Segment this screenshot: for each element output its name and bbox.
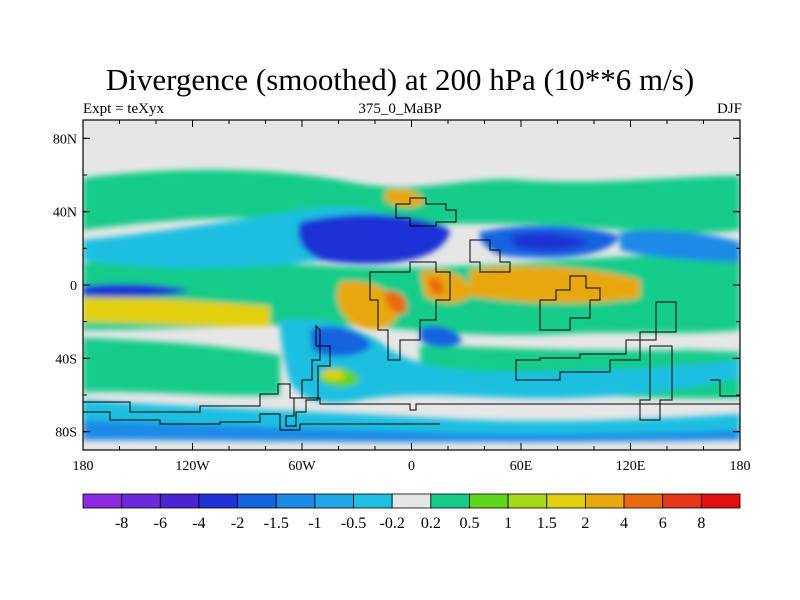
colorbar-label: -1.5 [264,515,289,532]
colorbar-label: -4 [192,515,205,532]
lat-tick-label: 80S [55,426,77,441]
lon-tick-label: 180 [73,459,94,474]
colorbar-box [623,493,664,509]
colorbar-label: 6 [659,515,667,532]
lat-tick-label: 40N [53,206,77,221]
contour-sh-blue-core [310,326,372,357]
colorbar-label: -6 [154,515,167,532]
contour-red-patch-2 [429,277,444,295]
contour-nh-orange [385,189,425,208]
contour-asia-blue-core [510,233,590,251]
coastline-east-pacific [639,345,673,421]
colorbar-box [198,493,238,509]
longitude-axis: 180 120W 60W 0 60E 120E 180 [73,120,751,474]
colorbar-label: -0.2 [380,515,405,532]
season-label: DJF [716,101,742,117]
coastline-maritime [539,275,601,331]
colorbar-box [507,493,548,509]
colorbar-label: 2 [581,515,589,532]
colorbar-label: 1 [504,515,512,532]
contour-tropical-orange [470,266,640,304]
contour-nh-blue-core [298,214,450,265]
colorbar-label: 8 [697,515,705,532]
contour-sh-green [83,338,280,396]
colorbar-label: 1.5 [537,515,557,532]
coastlines [83,197,740,431]
experiment-label: Expt = teXyx [83,101,164,117]
colorbar-label: 4 [620,515,628,532]
colorbar-box [662,493,702,509]
colorbar-box [700,493,741,509]
colorbar-box [159,493,200,509]
divergence-field [83,169,740,442]
colorbar: -8 -6 -4 -2 -1.5 -1 -0.5 -0.2 0.2 0.5 1 1.5 2 4 6 8 [82,493,741,532]
lat-tick-label: 80N [53,132,77,147]
colorbar-box [546,493,586,509]
coastline-asia [469,239,511,273]
contour-south-blue-core [83,420,740,442]
colorbar-label: -2 [231,515,244,532]
lon-tick-label: 120E [616,459,646,474]
colorbar-box [469,493,509,509]
contour-sh-blue-band [280,319,740,403]
contour-sh-blue-core-2 [420,325,462,348]
colorbar-box [82,493,123,509]
lon-tick-label: 180 [730,459,751,474]
colorbar-box [391,493,432,509]
coastline-antarctica [83,383,740,413]
colorbar-label: -0.5 [341,515,366,532]
colorbar-label: 0.5 [459,515,479,532]
coastline-east-island [710,379,740,397]
colorbar-box [275,493,316,509]
contour-subtropical-yellow [83,297,270,327]
coastline-australia [515,301,677,381]
run-label: 375_0_MaBP [358,101,442,117]
map-title: Divergence (smoothed) at 200 hPa (10**6 … [105,62,695,97]
lon-tick-label: 60E [510,459,533,474]
colorbar-box [430,493,470,509]
lat-tick-label: 40S [55,352,77,367]
colorbar-box [121,493,161,509]
colorbar-label: 0.2 [421,515,441,532]
colorbar-box [353,493,393,509]
coastline-antarctica-2 [83,411,440,431]
contour-atlantic-orange [337,281,400,330]
lat-tick-label: 0 [70,279,77,294]
latitude-axis: 80N 40N 0 40S 80S [53,132,740,441]
coastline-africa-europe [369,261,451,361]
colorbar-box [314,493,354,509]
coastline-north-america [395,197,457,227]
contour-red-patch [384,291,407,314]
colorbar-box [237,493,277,509]
colorbar-label: -1 [308,515,321,532]
contour-east-blue [620,230,740,262]
lon-tick-label: 0 [408,459,415,474]
contour-blue-west [83,283,190,297]
coastline-south-america [285,324,331,427]
lon-tick-label: 60W [288,459,316,474]
colorbar-label: -8 [115,515,128,532]
lon-tick-label: 120W [175,459,210,474]
contour-atlantic-yellow [322,369,346,381]
colorbar-box [585,493,625,509]
